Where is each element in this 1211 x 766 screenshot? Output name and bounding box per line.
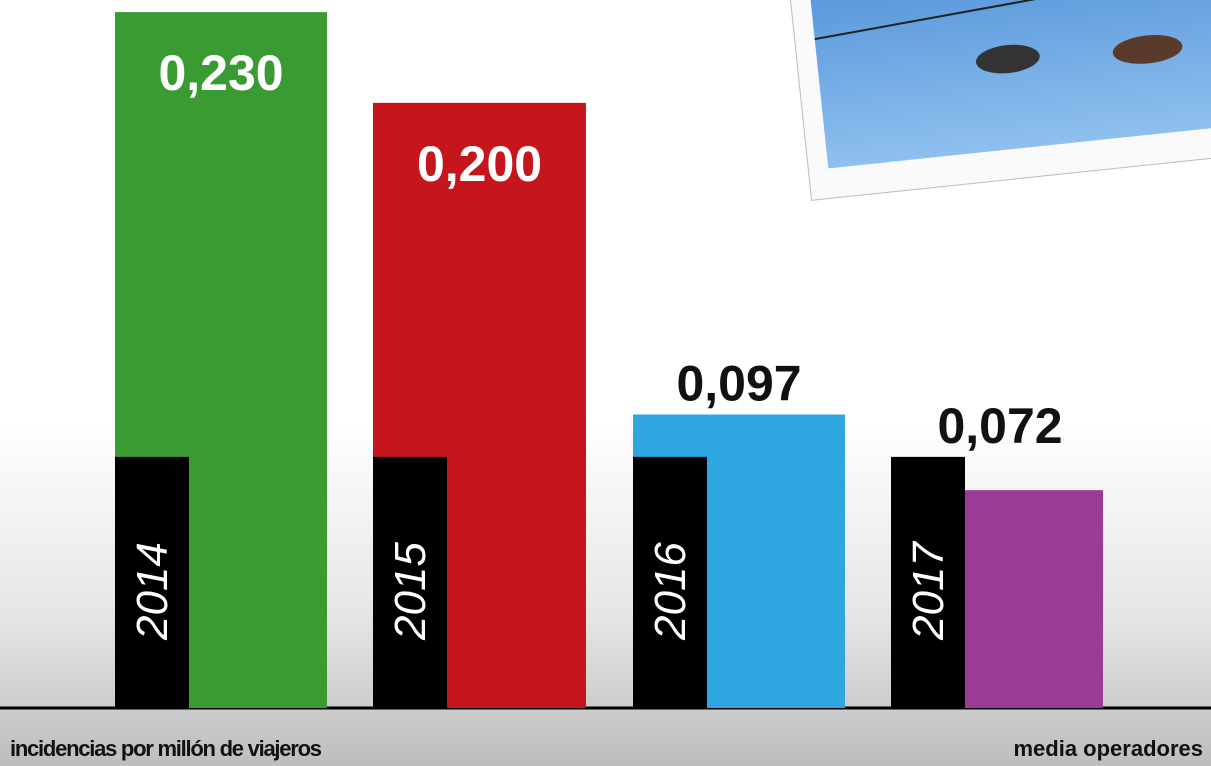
category-label: 2015 [386, 542, 435, 641]
average-bar [373, 456, 447, 708]
average-bar [115, 456, 189, 708]
legend-label: media operadores [1013, 736, 1203, 761]
category-label: 2017 [904, 541, 953, 641]
value-label: 0,200 [417, 136, 542, 192]
bar [965, 490, 1103, 708]
category-label: 2014 [128, 542, 177, 641]
average-bar [891, 456, 965, 708]
photo [785, 0, 1211, 201]
legend-label: incidencias por millón de viajeros [10, 736, 322, 761]
value-label: 0,230 [158, 45, 283, 101]
category-label: 2016 [646, 542, 695, 641]
value-label: 0,072 [937, 398, 1062, 454]
value-label: 0,097 [676, 356, 801, 412]
average-bar [633, 456, 707, 708]
